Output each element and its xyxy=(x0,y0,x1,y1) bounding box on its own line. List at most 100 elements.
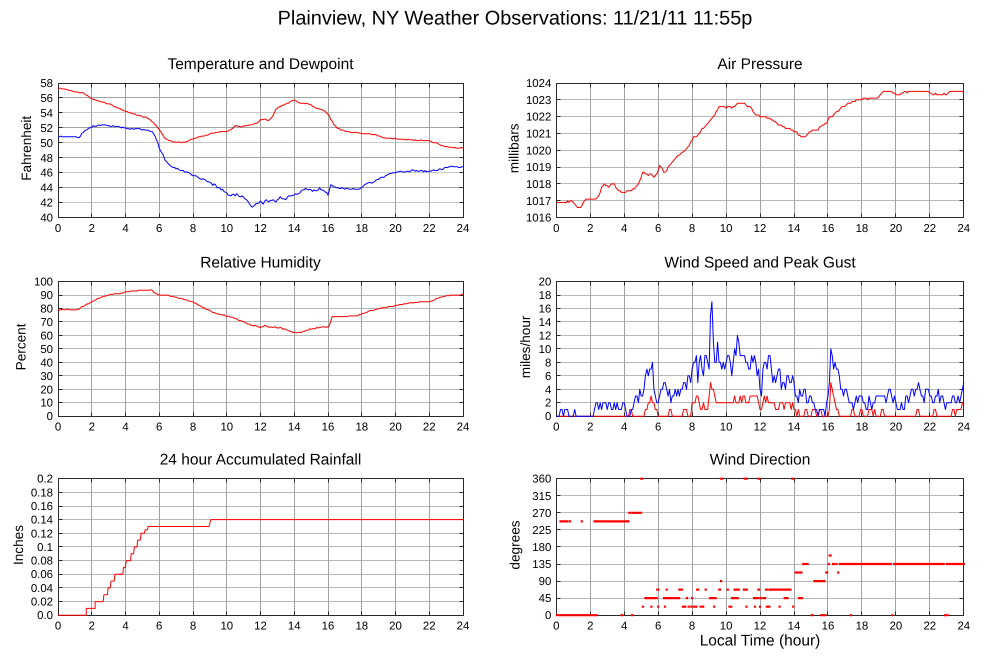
svg-text:8: 8 xyxy=(689,422,695,434)
svg-text:12: 12 xyxy=(539,330,552,342)
svg-text:24: 24 xyxy=(957,621,970,633)
svg-text:100: 100 xyxy=(34,277,53,289)
svg-text:315: 315 xyxy=(532,491,551,503)
svg-text:2: 2 xyxy=(587,621,593,633)
svg-text:10: 10 xyxy=(720,422,733,434)
svg-text:2: 2 xyxy=(587,223,593,235)
svg-text:90: 90 xyxy=(40,290,53,302)
svg-text:0.16: 0.16 xyxy=(31,501,53,513)
svg-text:Plainview, NY Weather Observat: Plainview, NY Weather Observations: 11/2… xyxy=(278,8,753,30)
svg-text:0: 0 xyxy=(55,422,61,434)
svg-text:Fahrenheit: Fahrenheit xyxy=(19,116,34,181)
svg-text:18: 18 xyxy=(856,621,869,633)
svg-text:Wind Speed and Peak Gust: Wind Speed and Peak Gust xyxy=(664,254,856,271)
svg-text:1020: 1020 xyxy=(526,145,551,157)
svg-text:2: 2 xyxy=(545,398,551,410)
svg-text:0.2: 0.2 xyxy=(37,474,53,486)
svg-text:4: 4 xyxy=(122,422,128,434)
svg-text:20: 20 xyxy=(539,277,552,289)
svg-text:6: 6 xyxy=(156,621,162,633)
svg-text:degrees: degrees xyxy=(508,520,523,569)
svg-text:20: 20 xyxy=(389,621,402,633)
svg-text:8: 8 xyxy=(190,223,196,235)
svg-text:24: 24 xyxy=(457,621,470,633)
svg-text:56: 56 xyxy=(40,93,53,105)
svg-text:24: 24 xyxy=(957,223,970,235)
svg-text:90: 90 xyxy=(539,576,552,588)
svg-text:14: 14 xyxy=(288,223,301,235)
svg-text:1019: 1019 xyxy=(526,162,551,174)
svg-text:16: 16 xyxy=(822,223,835,235)
svg-text:14: 14 xyxy=(288,621,301,633)
svg-text:4: 4 xyxy=(621,621,627,633)
svg-text:2: 2 xyxy=(587,422,593,434)
svg-text:24: 24 xyxy=(957,422,970,434)
svg-text:6: 6 xyxy=(655,223,661,235)
svg-text:20: 20 xyxy=(389,422,402,434)
svg-text:1021: 1021 xyxy=(526,129,551,141)
svg-text:20: 20 xyxy=(389,223,402,235)
svg-text:12: 12 xyxy=(254,223,267,235)
svg-text:50: 50 xyxy=(40,344,53,356)
svg-text:10: 10 xyxy=(220,223,233,235)
svg-text:4: 4 xyxy=(122,223,128,235)
svg-text:22: 22 xyxy=(923,621,936,633)
svg-text:20: 20 xyxy=(890,621,903,633)
svg-text:0: 0 xyxy=(55,223,61,235)
svg-text:45: 45 xyxy=(539,593,552,605)
svg-text:80: 80 xyxy=(40,304,53,316)
svg-text:12: 12 xyxy=(754,223,767,235)
svg-text:360: 360 xyxy=(532,474,551,486)
svg-text:22: 22 xyxy=(923,223,936,235)
svg-text:12: 12 xyxy=(754,422,767,434)
svg-text:1023: 1023 xyxy=(526,95,551,107)
svg-text:46: 46 xyxy=(40,168,53,180)
svg-text:Wind Direction: Wind Direction xyxy=(710,452,811,469)
svg-text:20: 20 xyxy=(890,223,903,235)
svg-text:180: 180 xyxy=(532,542,551,554)
svg-text:Percent: Percent xyxy=(13,323,28,370)
svg-text:22: 22 xyxy=(423,422,436,434)
svg-text:1017: 1017 xyxy=(526,196,551,208)
svg-text:4: 4 xyxy=(122,621,128,633)
svg-text:16: 16 xyxy=(322,422,335,434)
svg-text:8: 8 xyxy=(190,422,196,434)
svg-text:22: 22 xyxy=(423,621,436,633)
svg-text:0.08: 0.08 xyxy=(31,556,53,568)
svg-text:14: 14 xyxy=(788,223,801,235)
svg-text:0.04: 0.04 xyxy=(31,583,53,595)
svg-text:14: 14 xyxy=(788,621,801,633)
svg-text:70: 70 xyxy=(40,317,53,329)
svg-text:0: 0 xyxy=(545,411,551,423)
svg-text:18: 18 xyxy=(856,223,869,235)
svg-text:10: 10 xyxy=(40,398,53,410)
svg-text:18: 18 xyxy=(355,621,368,633)
svg-text:0: 0 xyxy=(545,610,551,622)
svg-text:0: 0 xyxy=(553,422,559,434)
svg-text:10: 10 xyxy=(539,344,552,356)
svg-text:50: 50 xyxy=(40,138,53,150)
svg-text:58: 58 xyxy=(40,78,53,90)
svg-text:42: 42 xyxy=(40,198,53,210)
svg-text:0: 0 xyxy=(553,223,559,235)
svg-text:22: 22 xyxy=(423,223,436,235)
svg-text:Local Time (hour): Local Time (hour) xyxy=(700,633,821,650)
svg-text:0: 0 xyxy=(553,621,559,633)
svg-text:12: 12 xyxy=(254,621,267,633)
svg-text:6: 6 xyxy=(655,422,661,434)
svg-text:1018: 1018 xyxy=(526,179,551,191)
svg-text:10: 10 xyxy=(220,621,233,633)
svg-text:0.0: 0.0 xyxy=(37,610,53,622)
svg-text:20: 20 xyxy=(890,422,903,434)
svg-text:270: 270 xyxy=(532,508,551,520)
svg-text:millibars: millibars xyxy=(507,123,522,173)
svg-text:0: 0 xyxy=(55,621,61,633)
svg-text:14: 14 xyxy=(788,422,801,434)
svg-text:18: 18 xyxy=(355,223,368,235)
svg-text:2: 2 xyxy=(89,621,95,633)
svg-text:2: 2 xyxy=(89,223,95,235)
svg-text:1024: 1024 xyxy=(526,78,551,90)
svg-text:8: 8 xyxy=(545,357,551,369)
svg-text:0: 0 xyxy=(47,411,53,423)
svg-text:16: 16 xyxy=(822,422,835,434)
